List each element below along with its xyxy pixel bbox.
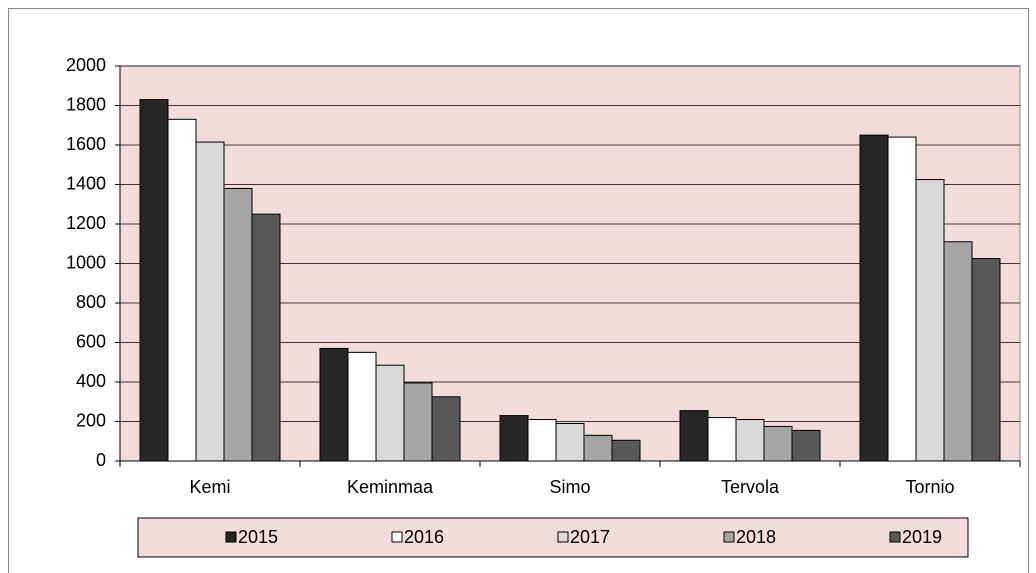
legend-label: 2015	[238, 527, 278, 547]
bar	[167, 118, 197, 462]
bar	[319, 347, 349, 462]
x-tick-label: Simo	[549, 477, 590, 497]
bar	[791, 429, 821, 462]
y-tick-label: 0	[96, 450, 106, 470]
bar	[735, 419, 765, 462]
legend-swatch	[889, 531, 901, 543]
legend-swatch	[557, 531, 569, 543]
bar	[251, 213, 281, 462]
x-tick-label: Tervola	[721, 477, 780, 497]
bar	[707, 417, 737, 462]
bar	[223, 187, 253, 462]
y-tick-label: 1600	[66, 134, 106, 154]
x-tick-label: Tornio	[905, 477, 954, 497]
bar	[431, 396, 461, 462]
bar	[195, 141, 225, 462]
bar	[403, 382, 433, 462]
y-tick-label: 400	[76, 371, 106, 391]
legend-swatch	[391, 531, 403, 543]
bar	[347, 351, 377, 462]
bar	[499, 415, 529, 462]
bar	[139, 99, 169, 462]
y-tick-label: 200	[76, 410, 106, 430]
y-tick-label: 1800	[66, 94, 106, 114]
bar	[971, 258, 1001, 462]
x-tick-label: Keminmaa	[347, 477, 434, 497]
bar	[887, 136, 917, 462]
y-tick-label: 2000	[66, 55, 106, 75]
bar	[679, 410, 709, 462]
bar	[611, 439, 641, 462]
legend-label: 2017	[570, 527, 610, 547]
legend-label: 2019	[902, 527, 942, 547]
y-tick-label: 800	[76, 292, 106, 312]
legend-swatch	[225, 531, 237, 543]
legend-label: 2018	[736, 527, 776, 547]
bar	[555, 422, 585, 462]
y-tick-label: 1400	[66, 173, 106, 193]
bar	[859, 134, 889, 462]
legend-swatch	[723, 531, 735, 543]
y-tick-label: 1000	[66, 252, 106, 272]
bar	[763, 425, 793, 462]
bar	[583, 434, 613, 462]
legend-box	[137, 517, 969, 558]
bar	[375, 364, 405, 462]
y-tick-label: 600	[76, 331, 106, 351]
bar	[915, 179, 945, 462]
x-tick-label: Kemi	[189, 477, 230, 497]
y-tick-label: 1200	[66, 213, 106, 233]
bar	[527, 419, 557, 462]
legend-label: 2016	[404, 527, 444, 547]
bar	[943, 241, 973, 462]
